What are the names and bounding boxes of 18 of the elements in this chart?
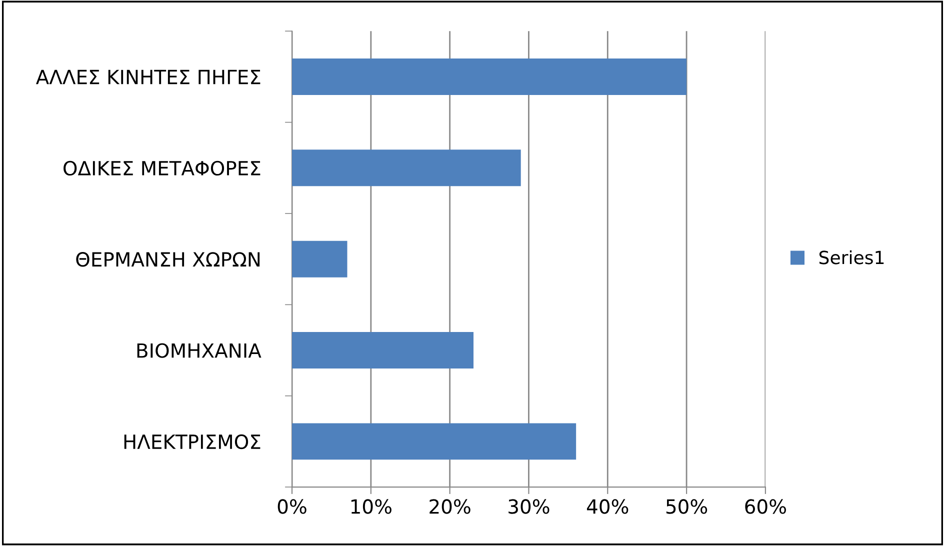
x-tick-label: 10%: [351, 499, 392, 514]
y-tick-label: ΘΕΡΜΑΝΣΗ ΧΩΡΩΝ: [76, 252, 260, 267]
bar: [292, 423, 576, 460]
bar: [292, 332, 474, 368]
x-tick-label: 60%: [745, 499, 786, 514]
x-tick-label: 50%: [666, 499, 708, 514]
y-tick-label: ΟΔΙΚΕΣ ΜΕΤΑΦΟΡΕΣ: [64, 160, 260, 176]
x-tick-label: 0%: [278, 499, 306, 514]
bar: [292, 150, 521, 186]
x-tick-label: 30%: [508, 499, 550, 514]
y-tick-label: ΑΛΛΕΣ ΚΙΝΗΤΕΣ ΠΗΓΕΣ: [36, 70, 260, 84]
x-tick-label: 20%: [430, 499, 470, 514]
y-tick-label: ΒΙΟΜΗΧΑΝΙΑ: [137, 343, 262, 358]
bar: [292, 240, 348, 278]
bar: [292, 58, 687, 95]
x-tick-label: 40%: [586, 499, 628, 514]
legend-label: Series1: [819, 250, 884, 264]
y-tick-label: ΗΛΕΚΤΡΙΣΜΟΣ: [124, 434, 260, 450]
